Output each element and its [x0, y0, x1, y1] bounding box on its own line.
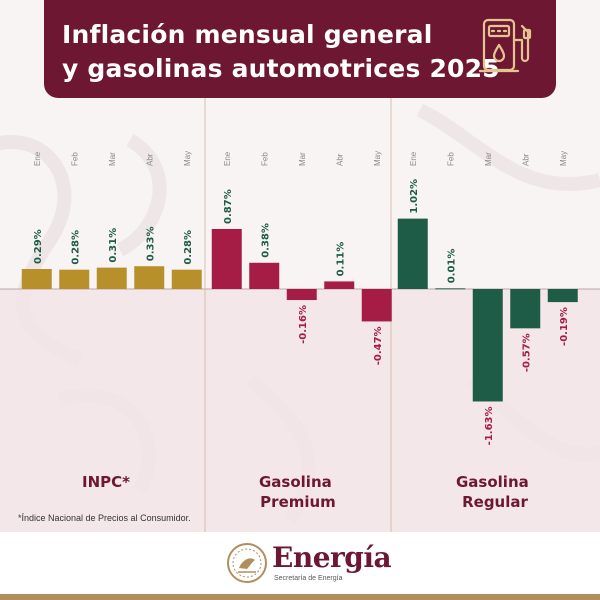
panel-title-regular-line1: Gasolina	[456, 473, 529, 491]
footer: Energía Secretaría de Energía	[0, 532, 600, 600]
bar-0-2	[96, 267, 127, 289]
footnote: *Índice Nacional de Precios al Consumido…	[18, 513, 191, 523]
category-label-2-4: May	[559, 151, 568, 166]
bar-0-1	[59, 269, 90, 289]
bar-2-4	[547, 289, 578, 303]
category-label-1-1: Feb	[260, 152, 269, 166]
panel-title-inpc: INPC*	[82, 473, 130, 491]
category-label-1-3: Abr	[335, 153, 344, 166]
bar-2-0	[397, 218, 428, 289]
header-banner: Inflación mensual general y gasolinas au…	[44, 0, 556, 98]
category-label-2-1: Feb	[446, 152, 455, 166]
data-label-2-2: -1.63%	[484, 406, 495, 445]
data-label-0-4: 0.28%	[183, 230, 194, 265]
bar-0-4	[171, 269, 202, 289]
data-label-0-0: 0.29%	[33, 229, 44, 264]
page-title-line1: Inflación mensual general	[62, 20, 433, 49]
panel-titles: INPC* Gasolina Premium Gasolina Regular	[82, 473, 534, 511]
bar-1-0	[211, 228, 242, 289]
bar-1-3	[324, 281, 355, 289]
category-label-0-3: Abr	[145, 153, 154, 166]
bar-1-1	[249, 262, 280, 289]
panel-title-regular-line2: Regular	[462, 493, 528, 511]
fuel-pump-icon	[478, 18, 532, 73]
bar-2-2	[472, 289, 503, 402]
bar-1-2	[286, 289, 317, 301]
category-label-0-2: Mar	[108, 152, 117, 166]
data-label-2-0: 1.02%	[409, 179, 420, 214]
data-label-1-3: 0.11%	[335, 242, 346, 277]
bar-2-3	[510, 289, 541, 329]
category-label-2-3: Abr	[521, 153, 530, 166]
data-label-1-2: -0.16%	[298, 305, 309, 344]
data-label-2-3: -0.57%	[521, 333, 532, 372]
panel-title-regular: Gasolina Regular	[456, 473, 534, 511]
category-label-1-0: Ene	[223, 151, 232, 166]
data-label-1-0: 0.87%	[223, 189, 234, 224]
footer-bar	[0, 594, 600, 600]
data-label-1-1: 0.38%	[260, 223, 271, 258]
data-label-0-2: 0.31%	[108, 228, 119, 263]
national-seal-logo	[227, 543, 267, 583]
bar-0-3	[134, 266, 165, 289]
data-label-0-3: 0.33%	[145, 227, 156, 262]
page-title-line2: y gasolinas automotrices 2025	[62, 54, 500, 83]
data-label-1-4: -0.47%	[373, 326, 384, 365]
category-label-0-1: Feb	[70, 152, 79, 166]
chart-marks: Ene 0.29% Feb 0.28% Mar 0.31% Abr 0.33% May 0.28%…	[21, 151, 578, 445]
panel-title-premium: Gasolina Premium	[259, 473, 337, 511]
panel-title-premium-line2: Premium	[260, 493, 336, 511]
category-label-0-0: Ene	[33, 151, 42, 166]
brand-subtitle: Secretaría de Energía	[274, 575, 343, 582]
category-label-2-2: Mar	[484, 152, 493, 166]
data-label-0-1: 0.28%	[70, 230, 81, 265]
data-label-2-4: -0.19%	[559, 307, 570, 346]
data-label-2-1: 0.01%	[446, 249, 457, 284]
brand-name: Energía	[272, 541, 392, 574]
category-label-2-0: Ene	[409, 151, 418, 166]
category-label-0-4: May	[183, 151, 192, 166]
bar-0-0	[21, 268, 52, 289]
bar-1-4	[361, 289, 392, 322]
panel-title-premium-line1: Gasolina	[259, 473, 332, 491]
bar-2-1	[435, 288, 466, 290]
category-label-1-2: Mar	[298, 152, 307, 166]
category-label-1-4: May	[373, 151, 382, 166]
